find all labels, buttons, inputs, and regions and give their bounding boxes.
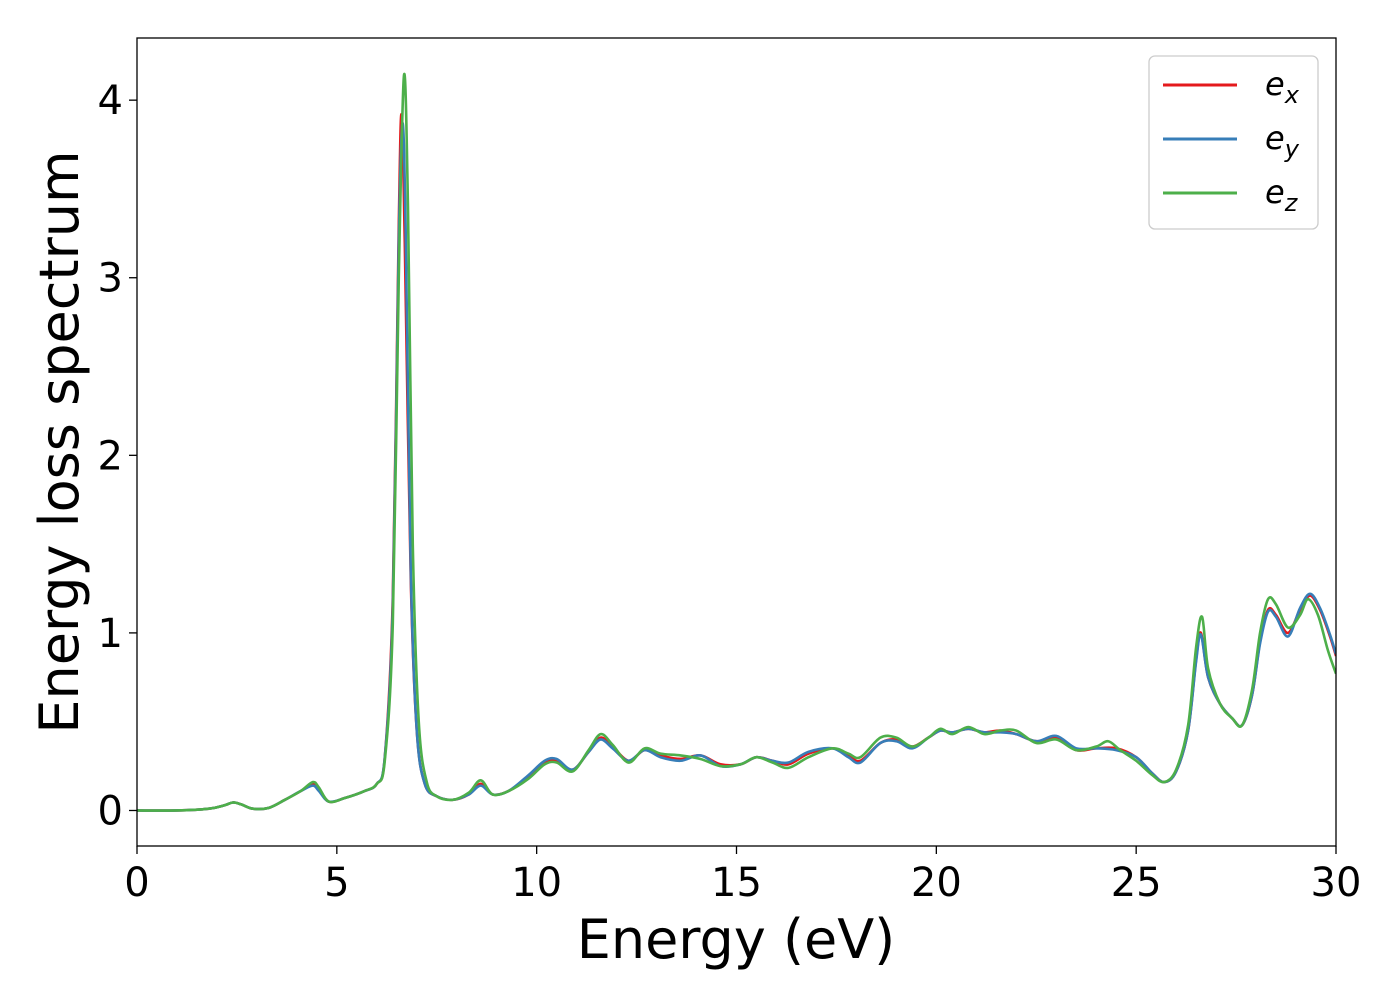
y-tick-label: 3 — [98, 256, 123, 302]
legend-label-e-x: ex — [1265, 65, 1300, 109]
y-tick-label: 4 — [98, 78, 123, 124]
x-tick-label: 30 — [1311, 860, 1362, 906]
x-axis: 0 5 10 15 20 25 30 — [124, 846, 1361, 906]
y-axis-label: Energy loss spectrum — [28, 150, 91, 733]
legend-box — [1148, 55, 1319, 230]
legend-label-e-y: ey — [1265, 119, 1300, 163]
x-tick-label: 0 — [124, 860, 149, 906]
legend-label-e-z: ez — [1265, 173, 1299, 217]
x-tick-label: 25 — [1111, 860, 1162, 906]
series-group — [137, 72, 1336, 812]
x-tick-label: 5 — [324, 860, 349, 906]
y-tick-label: 0 — [98, 788, 123, 834]
x-tick-label: 15 — [711, 860, 762, 906]
x-tick-label: 20 — [911, 860, 962, 906]
x-axis-label: Energy (eV) — [577, 908, 896, 971]
y-tick-label: 1 — [98, 611, 123, 657]
legend: ex ey ez — [1148, 55, 1319, 230]
y-tick-label: 2 — [98, 433, 123, 479]
series-line-e-z — [137, 72, 1336, 812]
x-tick-label: 10 — [511, 860, 562, 906]
y-axis: 0 1 2 3 4 — [98, 78, 137, 834]
